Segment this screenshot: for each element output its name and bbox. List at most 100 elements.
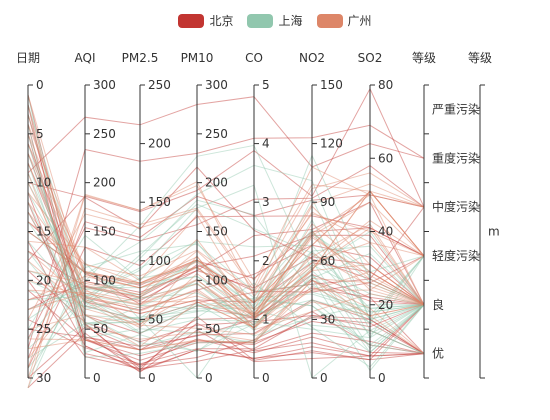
tick-label: 60	[378, 151, 393, 165]
data-line	[27, 182, 425, 320]
legend-label-shanghai: 上海	[278, 14, 303, 28]
data-line	[27, 114, 425, 354]
data-line	[27, 213, 425, 293]
data-line	[27, 123, 425, 304]
data-line	[27, 211, 425, 303]
axes: 日期051015202530AQI050100150200250300PM2.5…	[16, 51, 500, 385]
data-line	[27, 222, 425, 359]
data-line	[27, 153, 425, 316]
data-line	[27, 259, 425, 313]
data-line	[27, 143, 425, 304]
axis-name: PM2.5	[122, 51, 159, 65]
data-line	[27, 211, 425, 311]
legend-label-beijing: 北京	[209, 14, 234, 28]
tick-label: 80	[378, 78, 393, 92]
tick-label: 40	[378, 225, 393, 239]
legend-label-guangzhou: 广州	[347, 14, 372, 28]
tick-label: 0	[378, 371, 386, 385]
data-line	[27, 221, 425, 286]
data-line	[27, 184, 425, 369]
data-line	[27, 114, 425, 315]
axis-5: NO2 0 30 60 90 120 150	[299, 51, 343, 385]
legend-item-beijing[interactable]: 北京	[178, 12, 233, 29]
data-line	[27, 234, 425, 330]
data-line	[27, 94, 425, 369]
tick-label: 200	[93, 176, 116, 190]
data-line	[27, 133, 425, 355]
tick-label: 0	[148, 371, 156, 385]
data-line	[27, 143, 425, 311]
tick-label: 150	[320, 78, 343, 92]
legend-item-guangzhou[interactable]: 广州	[316, 12, 372, 29]
data-line	[27, 231, 425, 305]
tick-label: 300	[205, 78, 228, 92]
tick-label: 250	[93, 127, 116, 141]
data-line	[27, 133, 425, 355]
data-line	[27, 104, 425, 348]
data-line	[27, 194, 425, 306]
tick-label: 良	[432, 297, 444, 312]
tick-label: 100	[205, 273, 228, 287]
legend-swatch-shanghai	[247, 13, 274, 28]
data-line	[27, 279, 425, 379]
tick-label: 30	[36, 371, 51, 385]
tick-label: 100	[148, 254, 171, 268]
axis-name: CO	[245, 51, 263, 65]
data-line	[27, 192, 425, 339]
data-line	[27, 285, 425, 355]
tick-label: 30	[320, 312, 335, 326]
tick-label: 重度污染	[432, 150, 480, 165]
data-line	[27, 234, 425, 306]
tick-label: 轻度污染	[432, 248, 480, 263]
data-line	[27, 236, 425, 321]
data-line	[27, 94, 425, 331]
data-line	[27, 301, 425, 336]
tick-label: 200	[205, 176, 228, 190]
data-line	[27, 273, 425, 354]
legend-swatch-guangzhou	[316, 13, 343, 28]
tick-label: 0	[262, 371, 270, 385]
tick-label: 120	[320, 137, 343, 151]
data-line	[27, 182, 425, 318]
data-line	[27, 211, 425, 335]
data-line	[27, 166, 425, 379]
axis-name: AQI	[75, 51, 96, 65]
data-line	[27, 94, 425, 355]
data-line	[27, 144, 425, 324]
axis-6: SO2 0 20 40 60 80	[358, 51, 394, 385]
data-line	[27, 203, 425, 320]
tick-label: 20	[378, 298, 393, 312]
tick-label: 300	[93, 78, 116, 92]
data-line	[27, 270, 425, 343]
data-line	[27, 153, 425, 322]
data-line	[27, 104, 425, 350]
data-line	[27, 165, 425, 340]
data-line	[27, 215, 425, 369]
data-line	[27, 96, 425, 174]
tick-label: 优	[432, 347, 444, 361]
legend-item-shanghai[interactable]: 上海	[247, 12, 303, 29]
data-line	[27, 172, 425, 342]
legend-swatch-beijing	[178, 13, 205, 28]
tick-label: 严重污染	[432, 101, 480, 116]
tick-label: 1	[262, 312, 270, 326]
data-line	[27, 184, 425, 379]
tick-label: 中度污染	[432, 199, 480, 214]
data-line	[27, 124, 425, 349]
axis-1: AQI 0 50 100 150 200 250 300	[75, 51, 116, 385]
series-0	[27, 87, 425, 389]
data-line	[27, 201, 425, 315]
tick-label: 20	[36, 273, 51, 287]
axis-2: PM2.5 0 50 100 150 200 250	[122, 51, 171, 385]
data-line	[27, 164, 425, 379]
tick-label: 50	[205, 322, 220, 336]
data-line	[27, 192, 425, 319]
axis-name: 等级	[412, 51, 436, 65]
tick-label: 2	[262, 254, 270, 268]
legend[interactable]: 北京 上海 广州	[0, 12, 550, 29]
tick-label: m	[488, 225, 500, 239]
data-line	[27, 162, 425, 325]
data-line	[27, 240, 425, 326]
tick-label: 150	[148, 195, 171, 209]
data-line	[27, 123, 425, 359]
